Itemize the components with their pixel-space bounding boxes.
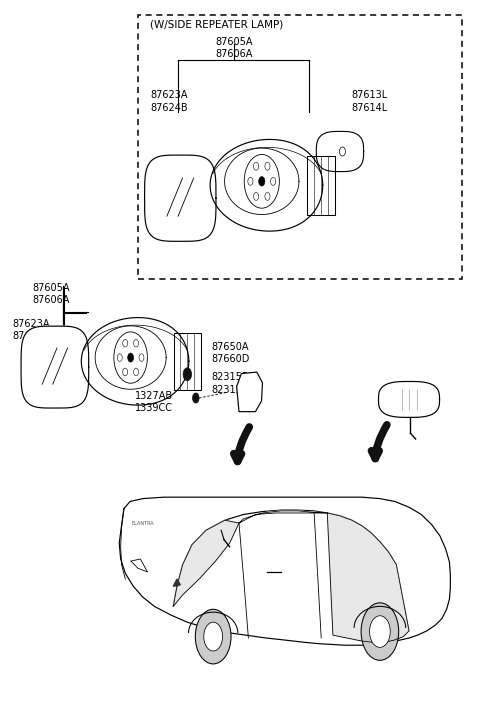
Circle shape bbox=[369, 616, 390, 647]
Polygon shape bbox=[327, 513, 409, 643]
Bar bbox=[138, 15, 462, 278]
Text: (W/SIDE REPEATER LAMP): (W/SIDE REPEATER LAMP) bbox=[150, 19, 283, 29]
Text: 87605A
87606A: 87605A 87606A bbox=[33, 283, 70, 305]
Polygon shape bbox=[173, 521, 239, 606]
Text: 87613L
87614L: 87613L 87614L bbox=[352, 90, 388, 113]
Polygon shape bbox=[173, 579, 180, 586]
Text: 1327AB
1339CC: 1327AB 1339CC bbox=[135, 391, 173, 413]
Bar bbox=[174, 334, 201, 390]
Text: 87650A
87660D: 87650A 87660D bbox=[212, 342, 250, 364]
Polygon shape bbox=[237, 372, 262, 411]
Text: ELANTRA: ELANTRA bbox=[132, 521, 154, 526]
Polygon shape bbox=[145, 155, 216, 241]
Polygon shape bbox=[21, 326, 89, 408]
Bar bbox=[307, 156, 335, 215]
Circle shape bbox=[183, 368, 192, 381]
Circle shape bbox=[204, 622, 223, 651]
Circle shape bbox=[193, 393, 199, 403]
Polygon shape bbox=[239, 511, 327, 523]
Circle shape bbox=[196, 609, 231, 664]
Polygon shape bbox=[119, 497, 450, 646]
Text: 87623A
87624B: 87623A 87624B bbox=[151, 90, 188, 113]
Text: 87605A
87606A: 87605A 87606A bbox=[216, 36, 253, 59]
Polygon shape bbox=[316, 132, 364, 172]
Text: 85101: 85101 bbox=[389, 391, 420, 401]
Text: 87623A
87624B: 87623A 87624B bbox=[12, 319, 50, 342]
Circle shape bbox=[361, 603, 399, 660]
Text: 82315B
82315A: 82315B 82315A bbox=[212, 372, 250, 395]
Polygon shape bbox=[379, 382, 440, 417]
Circle shape bbox=[259, 177, 265, 186]
Circle shape bbox=[128, 353, 133, 362]
